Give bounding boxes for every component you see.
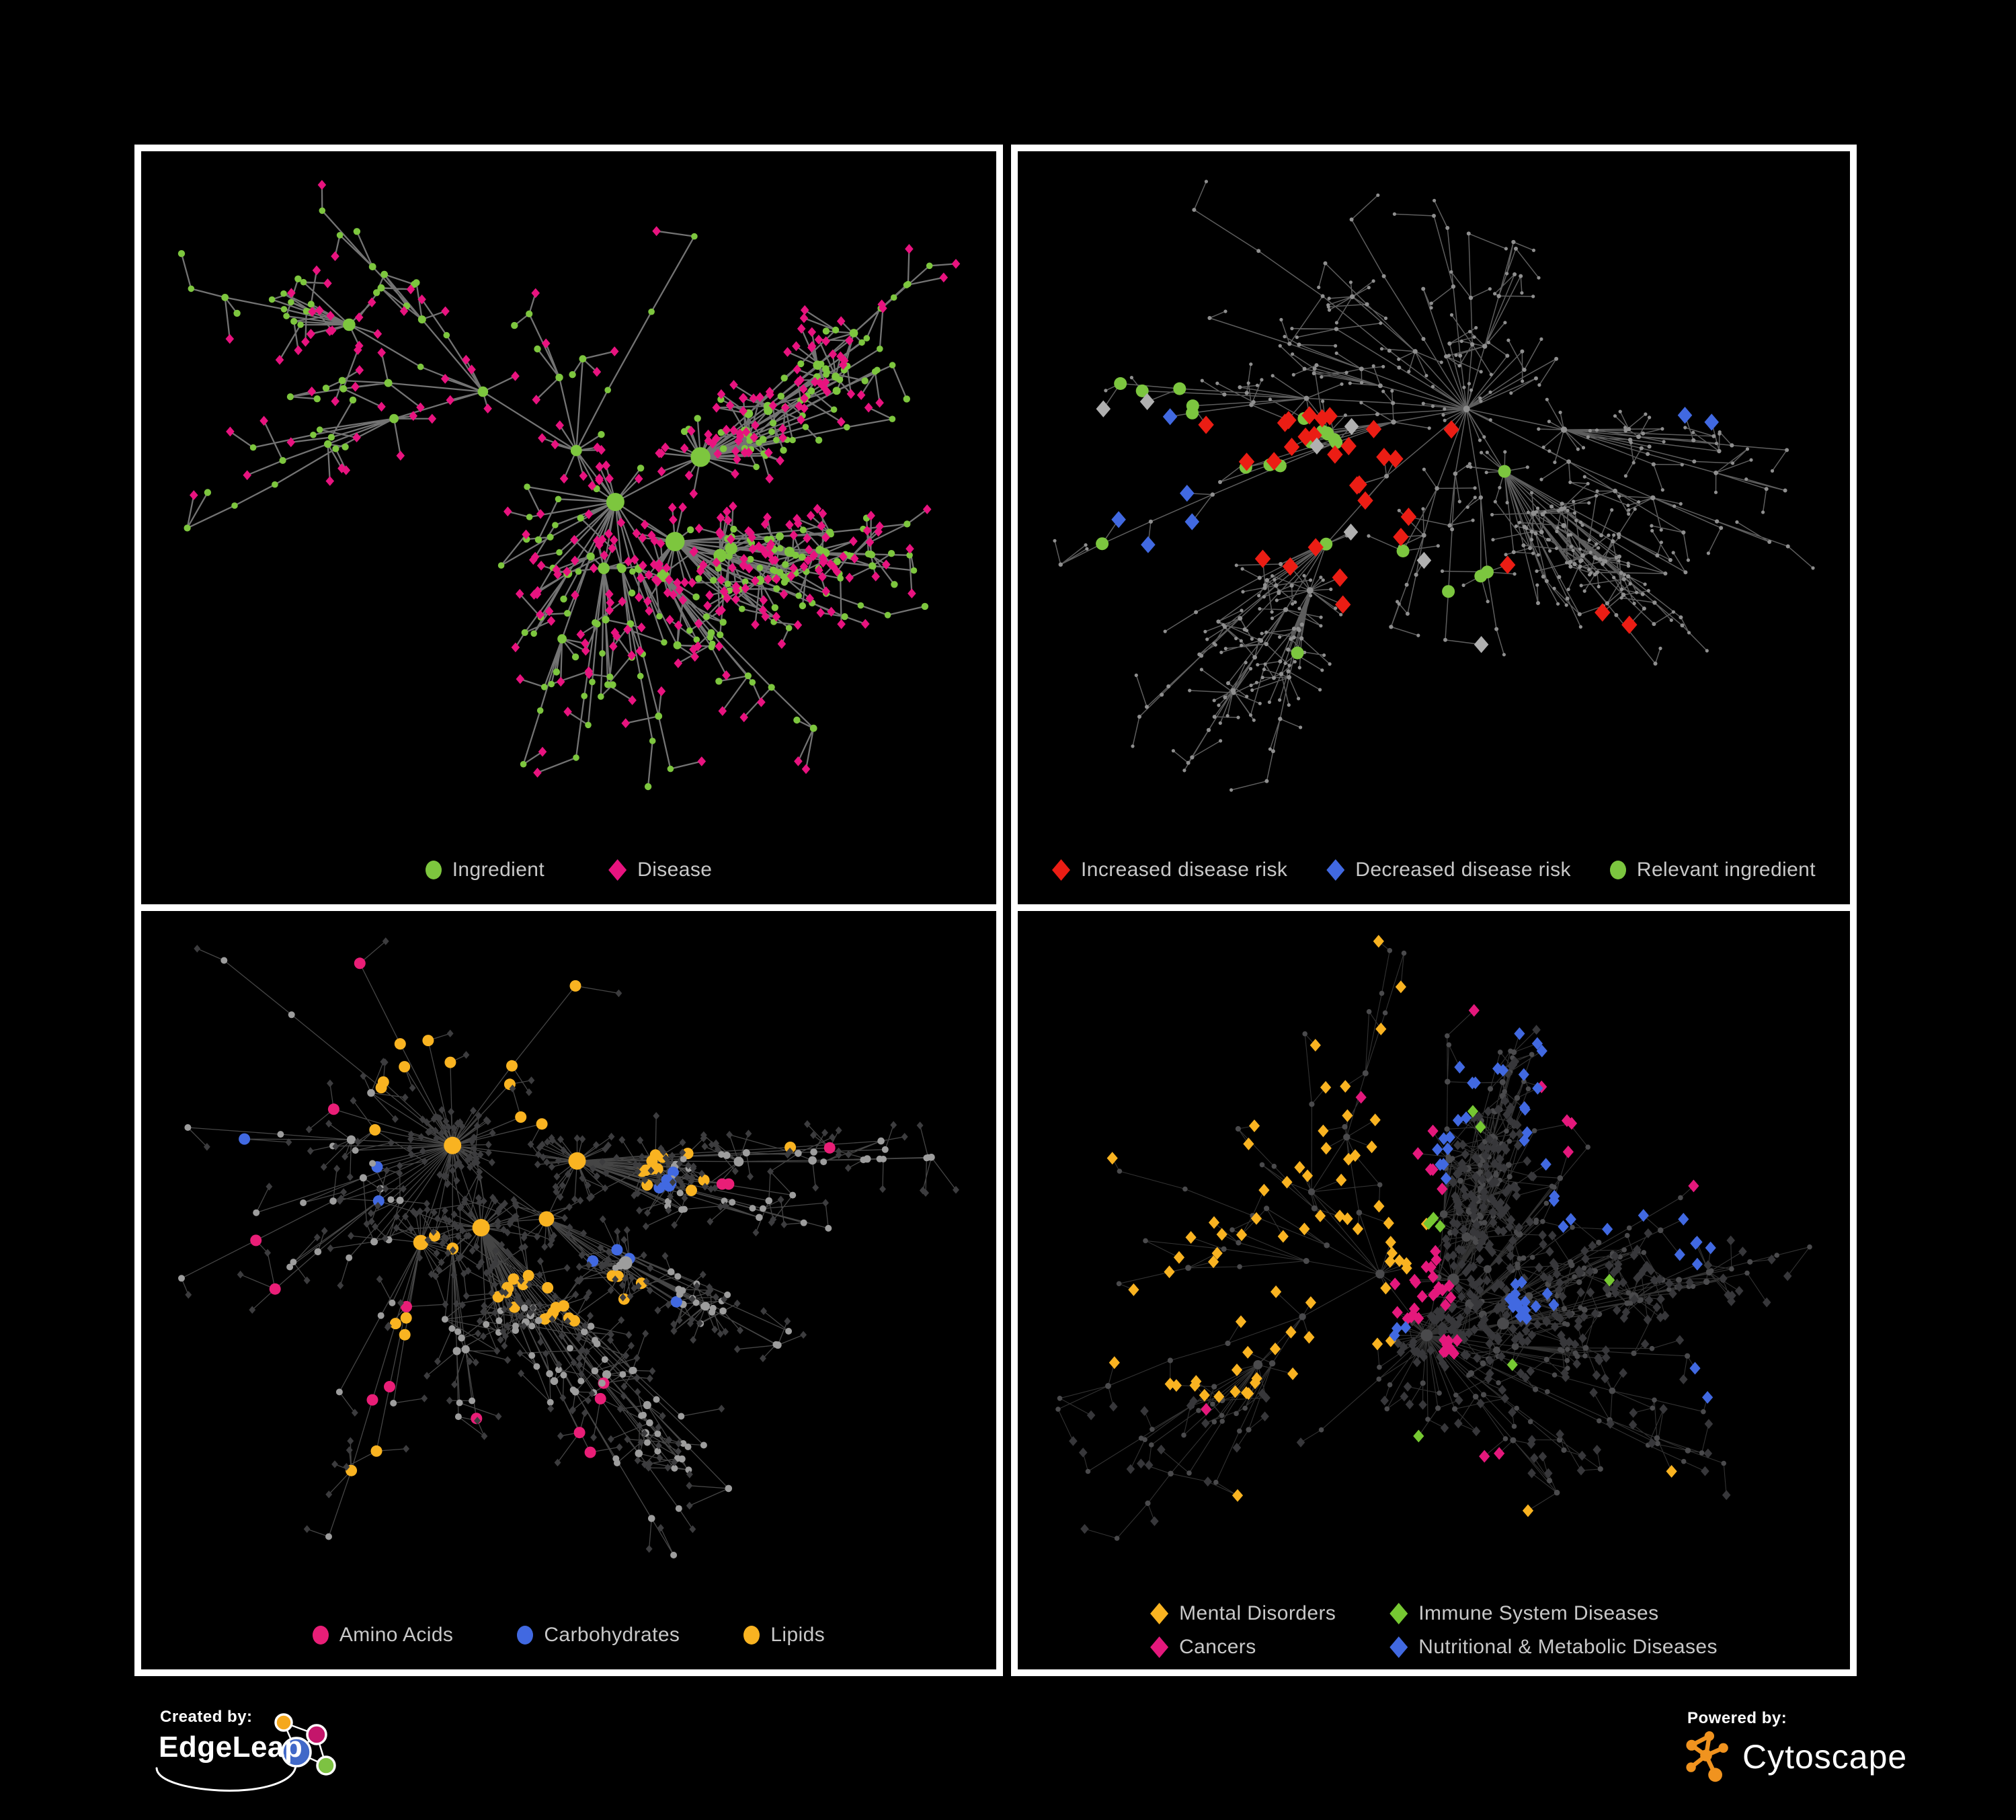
legend-disease-classes: Mental Disorders Immune System Diseases … bbox=[1018, 1602, 1850, 1659]
legend-item: Mental Disorders bbox=[1150, 1602, 1336, 1625]
network-nodes bbox=[177, 180, 961, 791]
legend-item: Ingredient bbox=[425, 859, 545, 881]
legend-label: Amino Acids bbox=[339, 1624, 454, 1646]
edgeleap-swoosh-icon bbox=[155, 1764, 297, 1792]
legend-label: Cancers bbox=[1179, 1636, 1256, 1658]
legend-ingredient-disease: Ingredient Disease bbox=[141, 859, 996, 881]
disease-risk-network-graphic bbox=[1053, 180, 1815, 792]
network-edges bbox=[181, 941, 957, 1556]
nutritional-metabolic-diamond-icon bbox=[1389, 1636, 1408, 1658]
ingredient-circle-icon bbox=[425, 861, 442, 879]
lipids-circle-icon bbox=[743, 1626, 760, 1645]
legend-item: Decreased disease risk bbox=[1326, 859, 1571, 881]
legend-item: Nutritional & Metabolic Diseases bbox=[1389, 1636, 1718, 1659]
legend-label: Decreased disease risk bbox=[1355, 859, 1571, 881]
legend-item: Lipids bbox=[743, 1624, 825, 1647]
panel-nutrient-classes: Amino Acids Carbohydrates Lipids bbox=[134, 904, 1003, 1676]
amino-acids-circle-icon bbox=[312, 1626, 329, 1645]
relevant-ingredient-circle-icon bbox=[1609, 861, 1626, 879]
legend-item: Relevant ingredient bbox=[1609, 859, 1816, 881]
carbohydrates-circle-icon bbox=[517, 1626, 534, 1645]
network-nodes bbox=[1055, 935, 1812, 1541]
legend-label: Increased disease risk bbox=[1081, 859, 1288, 881]
legend-label: Immune System Diseases bbox=[1418, 1602, 1659, 1624]
legend-item: Increased disease risk bbox=[1052, 859, 1287, 881]
edgeleap-logo bbox=[155, 1713, 336, 1792]
legend-label: Lipids bbox=[770, 1624, 825, 1646]
legend-item: Cancers bbox=[1150, 1636, 1336, 1659]
legend-nutrient-classes: Amino Acids Carbohydrates Lipids bbox=[141, 1624, 996, 1647]
legend-label: Ingredient bbox=[452, 859, 545, 881]
cytoscape-network-icon bbox=[1686, 1731, 1728, 1782]
legend-item: Disease bbox=[608, 859, 712, 881]
network-edges bbox=[1054, 181, 1814, 791]
legend-item: Carbohydrates bbox=[517, 1624, 680, 1647]
legend-item: Amino Acids bbox=[312, 1624, 454, 1647]
network-nodes bbox=[1053, 180, 1815, 792]
cytoscape-wordmark: Cytoscape bbox=[1742, 1738, 1908, 1776]
increased-risk-diamond-icon bbox=[1052, 859, 1070, 881]
legend-label: Relevant ingredient bbox=[1636, 859, 1816, 881]
network-nodes bbox=[178, 937, 959, 1558]
legend-label: Carbohydrates bbox=[544, 1624, 680, 1646]
legend-item: Immune System Diseases bbox=[1389, 1602, 1718, 1625]
legend-label: Disease bbox=[637, 859, 713, 881]
disease-class-network-graphic bbox=[1055, 935, 1812, 1541]
legend-label: Nutritional & Metabolic Diseases bbox=[1418, 1636, 1718, 1658]
panel-ingredient-disease: Ingredient Disease bbox=[134, 145, 1003, 911]
network-edges bbox=[180, 184, 957, 787]
decreased-risk-diamond-icon bbox=[1326, 859, 1345, 881]
panel-disease-classes: Mental Disorders Immune System Diseases … bbox=[1011, 904, 1857, 1676]
nutrient-class-network-graphic bbox=[178, 937, 959, 1558]
powered-by-label: Powered by: bbox=[1687, 1709, 1787, 1727]
edgeleap-wordmark: EdgeLeap bbox=[159, 1731, 303, 1764]
created-by-label: Created by: bbox=[160, 1708, 253, 1726]
immune-diseases-diamond-icon bbox=[1389, 1603, 1408, 1624]
legend-disease-risk: Increased disease risk Decreased disease… bbox=[1018, 859, 1850, 881]
ingredient-disease-network-graphic bbox=[177, 180, 961, 791]
panel-disease-risk: Increased disease risk Decreased disease… bbox=[1011, 145, 1857, 911]
edgeleap-network-icon bbox=[274, 1713, 336, 1776]
disease-diamond-icon bbox=[608, 859, 627, 881]
legend-label: Mental Disorders bbox=[1179, 1602, 1336, 1624]
mental-disorders-diamond-icon bbox=[1150, 1603, 1169, 1624]
cytoscape-logo: Cytoscape bbox=[1685, 1728, 1907, 1786]
network-highlights bbox=[1096, 377, 1719, 660]
cancers-diamond-icon bbox=[1150, 1636, 1169, 1658]
